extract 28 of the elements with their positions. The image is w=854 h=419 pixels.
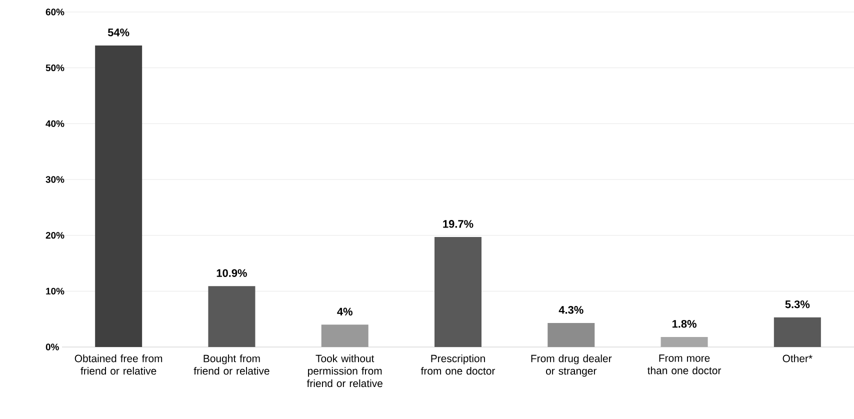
y-tick-label: 30% [46,176,64,183]
bar [321,324,368,347]
bar [208,286,256,347]
y-tick-label: 40% [46,120,64,128]
data-label: 5.3% [785,300,810,308]
bar [660,336,708,347]
y-tick-label: 50% [46,64,64,72]
y-tick-label: 10% [46,288,64,295]
y-tick-label: 20% [46,232,64,239]
bar [95,45,142,347]
data-label: 54% [108,28,130,36]
bar [774,317,821,347]
y-tick-label: 60% [46,8,64,16]
y-tick-label: 0% [46,344,59,350]
data-label: 19.7% [443,220,474,228]
bar [434,237,482,347]
data-label: 1.8% [672,320,696,328]
x-tick-label: Bought from friend or relative [194,354,270,375]
x-tick-label: From more than one doctor [648,354,722,374]
bar [548,322,595,347]
x-tick-label: Other* [782,354,812,362]
x-tick-label: Prescription from one doctor [420,354,496,375]
x-tick-label: Obtained free from friend or relative [74,354,162,375]
data-label: 4.3% [558,306,584,314]
x-tick-label: From drug dealer or stranger [531,354,612,377]
x-tick-label: Took without permission from friend or relative [306,354,382,388]
data-label: 4% [337,308,352,316]
data-label: 10.9% [216,269,247,277]
